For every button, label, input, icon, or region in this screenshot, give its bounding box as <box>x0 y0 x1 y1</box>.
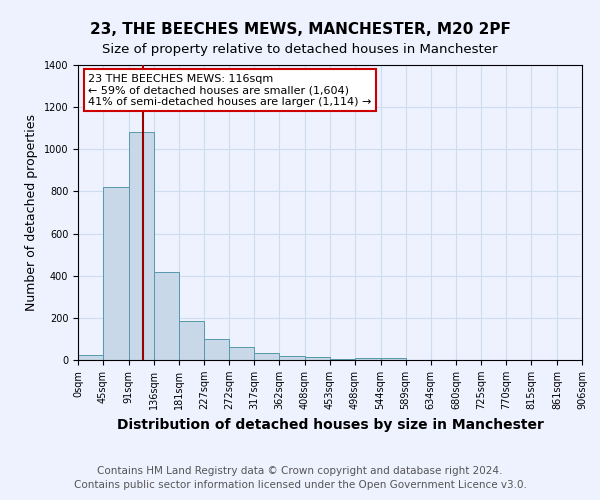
Bar <box>305 357 330 360</box>
Bar <box>179 321 204 360</box>
Bar <box>380 358 406 360</box>
X-axis label: Distribution of detached houses by size in Manchester: Distribution of detached houses by size … <box>116 418 544 432</box>
Bar <box>229 348 254 360</box>
Text: Contains HM Land Registry data © Crown copyright and database right 2024.: Contains HM Land Registry data © Crown c… <box>97 466 503 476</box>
Bar <box>154 272 179 360</box>
Bar <box>254 352 280 360</box>
Bar <box>103 187 128 360</box>
Text: 23, THE BEECHES MEWS, MANCHESTER, M20 2PF: 23, THE BEECHES MEWS, MANCHESTER, M20 2P… <box>89 22 511 38</box>
Text: 23 THE BEECHES MEWS: 116sqm
← 59% of detached houses are smaller (1,604)
41% of : 23 THE BEECHES MEWS: 116sqm ← 59% of det… <box>88 74 371 107</box>
Y-axis label: Number of detached properties: Number of detached properties <box>25 114 38 311</box>
Bar <box>280 356 305 360</box>
Bar <box>128 132 154 360</box>
Text: Contains public sector information licensed under the Open Government Licence v3: Contains public sector information licen… <box>74 480 526 490</box>
Bar <box>330 359 355 360</box>
Bar <box>78 354 103 360</box>
Text: Size of property relative to detached houses in Manchester: Size of property relative to detached ho… <box>102 42 498 56</box>
Bar <box>355 358 380 360</box>
Bar <box>204 339 229 360</box>
